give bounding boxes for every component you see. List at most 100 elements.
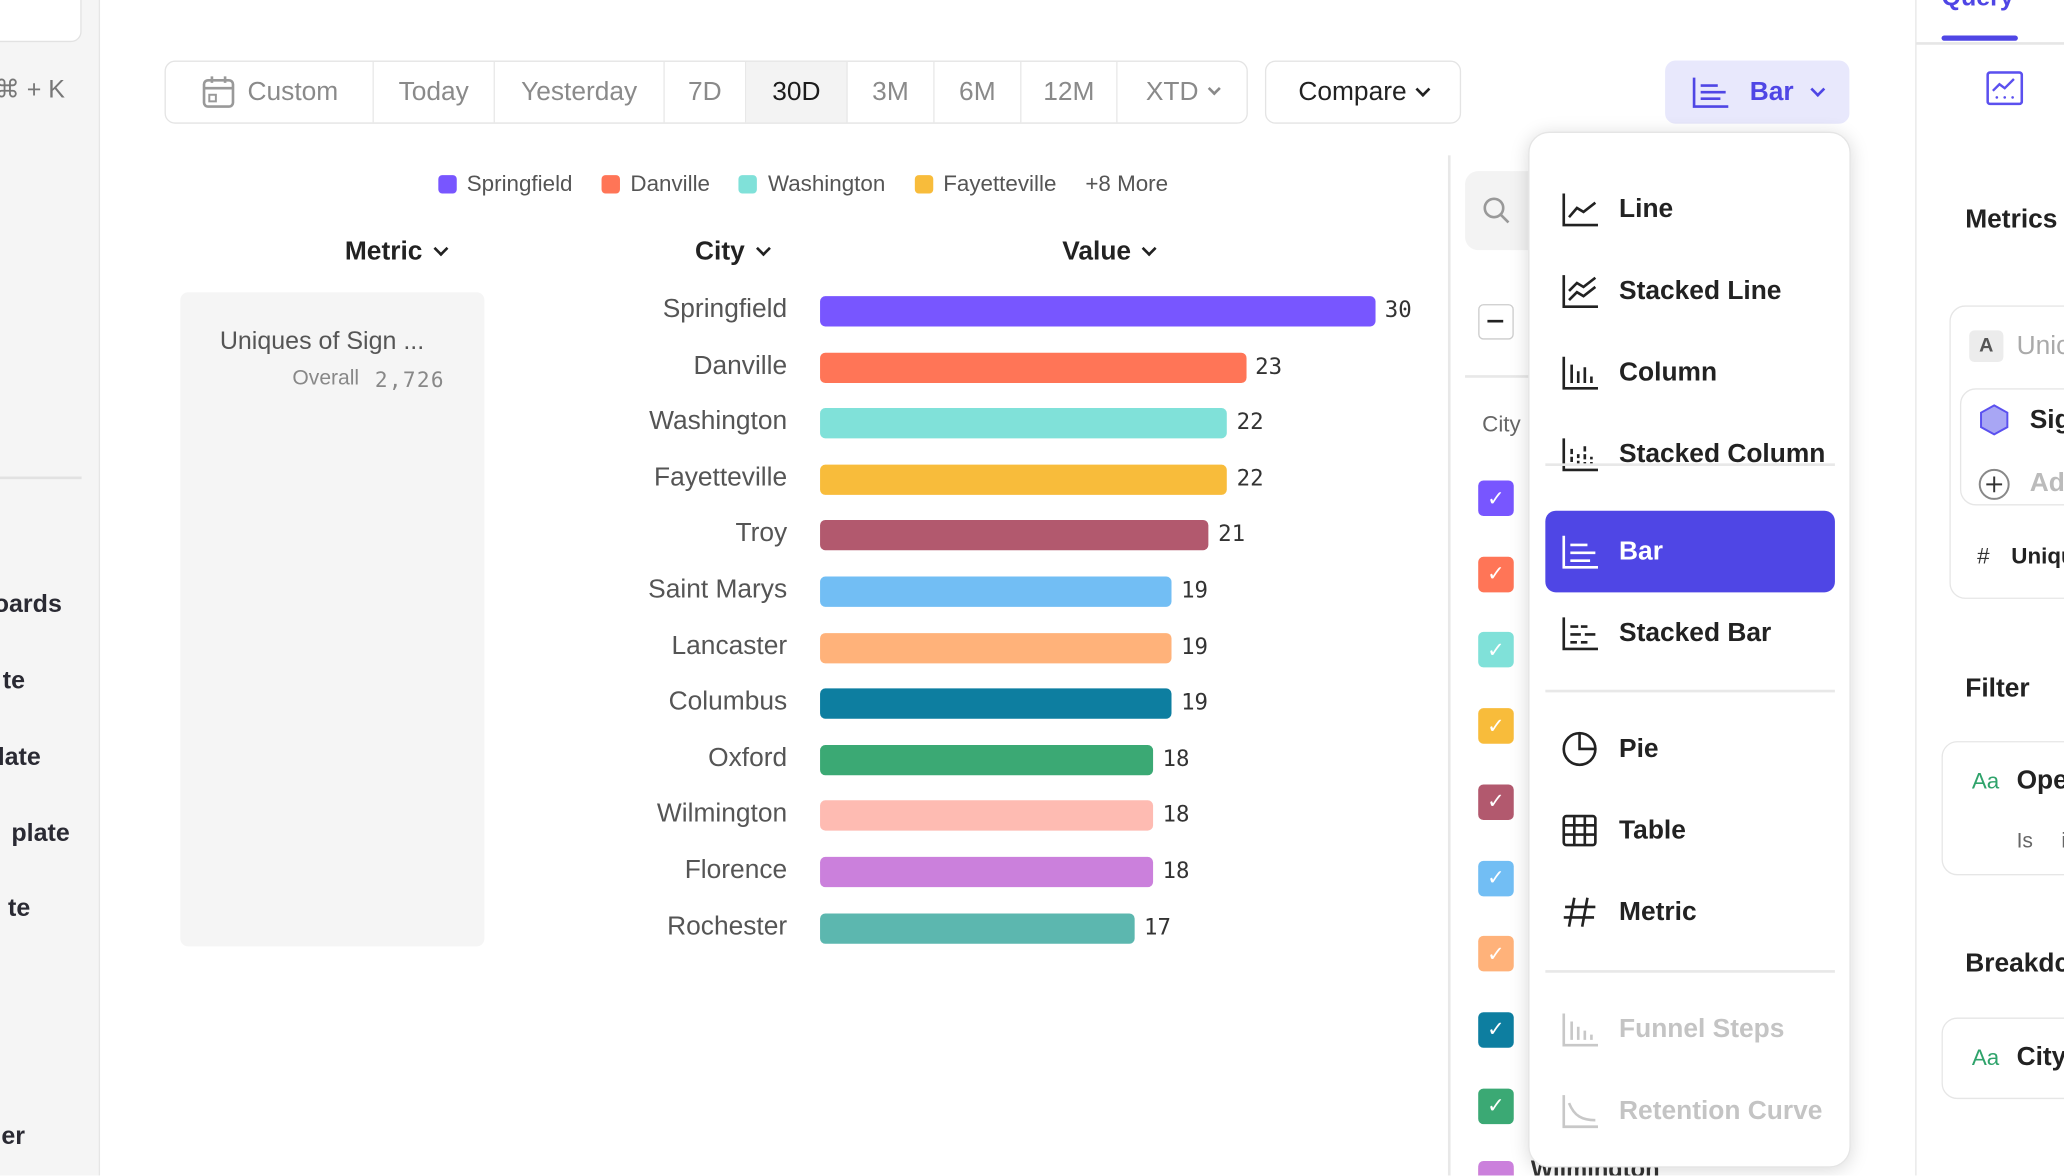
date-range-selector: Custom Today Yesterday 7D 30D 3M 6M 12M … bbox=[164, 60, 1248, 124]
sidebar-item[interactable]: plate bbox=[11, 820, 70, 848]
compare-button[interactable]: Compare bbox=[1264, 60, 1462, 124]
city-checkbox[interactable]: ✓ bbox=[1478, 1012, 1514, 1048]
sidebar-divider bbox=[0, 476, 82, 479]
sidebar-item[interactable]: te bbox=[2, 667, 26, 696]
range-custom[interactable]: Custom bbox=[166, 61, 374, 123]
menu-item-label: Pie bbox=[1619, 733, 1659, 763]
bar[interactable] bbox=[820, 800, 1154, 832]
plus-circle-icon[interactable] bbox=[1977, 467, 2011, 501]
city-checkbox[interactable]: ✓ bbox=[1478, 708, 1514, 744]
add-event-label[interactable]: Adc bbox=[2029, 468, 2064, 498]
header-label: Metric bbox=[344, 236, 423, 266]
menu-item-label: Table bbox=[1619, 815, 1686, 845]
range-7d[interactable]: 7D bbox=[665, 61, 747, 123]
metric-name: Unic bbox=[2016, 331, 2064, 361]
bar[interactable] bbox=[820, 744, 1154, 776]
bar[interactable] bbox=[820, 296, 1376, 327]
city-checkbox[interactable]: ✓ bbox=[1478, 632, 1514, 668]
check-icon: ✓ bbox=[1487, 487, 1505, 511]
sidebar-item[interactable]: late bbox=[0, 743, 41, 772]
header-label: Value bbox=[1062, 236, 1132, 266]
bar[interactable] bbox=[820, 464, 1228, 495]
range-today[interactable]: Today bbox=[374, 61, 495, 123]
city-checkbox[interactable]: ✓ bbox=[1478, 480, 1514, 516]
chart-type-button[interactable]: Bar bbox=[1665, 60, 1850, 124]
filter-card[interactable]: Aa Ope Is i bbox=[1941, 741, 2064, 876]
bar[interactable] bbox=[820, 688, 1172, 719]
city-checkbox[interactable]: ✓ bbox=[1478, 936, 1514, 972]
measure-label[interactable]: Uniqu bbox=[2011, 543, 2064, 569]
range-3m[interactable]: 3M bbox=[848, 61, 935, 123]
range-yesterday[interactable]: Yesterday bbox=[495, 61, 665, 123]
metric-card: Uniques of Sign ... Overall 2,726 bbox=[180, 292, 485, 947]
city-checkbox[interactable]: ✓ bbox=[1478, 784, 1514, 820]
bar[interactable] bbox=[820, 856, 1154, 888]
metric-column-header[interactable]: Metric bbox=[344, 236, 449, 267]
insights-chart-icon[interactable] bbox=[1986, 71, 2024, 106]
range-12m[interactable]: 12M bbox=[1021, 61, 1118, 123]
metric-overall: Overall 2,726 bbox=[292, 367, 445, 392]
city-checkbox[interactable] bbox=[1478, 1160, 1514, 1176]
legend-swatch bbox=[601, 175, 620, 194]
sidebar-item[interactable]: oards bbox=[0, 591, 62, 619]
string-type-icon: Aa bbox=[1971, 1045, 2000, 1071]
value-column-header[interactable]: Value bbox=[1062, 236, 1157, 267]
bar[interactable] bbox=[820, 912, 1135, 944]
select-all-checkbox[interactable] bbox=[1478, 304, 1514, 340]
bar[interactable] bbox=[820, 632, 1172, 663]
filter-property: Ope bbox=[2016, 766, 2064, 796]
search-box[interactable] bbox=[0, 0, 82, 43]
range-6m[interactable]: 6M bbox=[935, 61, 1022, 123]
menu-item-stacked-column[interactable]: Stacked Column bbox=[1545, 413, 1835, 495]
menu-item-line[interactable]: Line bbox=[1545, 168, 1835, 250]
bar-value-label: 19 bbox=[1181, 633, 1209, 661]
range-label: Custom bbox=[247, 77, 339, 106]
bar-label: Rochester bbox=[667, 911, 788, 941]
legend-item[interactable]: Danville bbox=[601, 171, 710, 197]
legend-more[interactable]: +8 More bbox=[1085, 171, 1169, 197]
chart-legend: Springfield Danville Washington Fayettev… bbox=[395, 171, 1211, 197]
menu-item-bar[interactable]: Bar bbox=[1545, 510, 1835, 593]
left-sidebar: ⌘ + K oards te late plate te er bbox=[0, 0, 101, 1176]
city-checkbox[interactable]: ✓ bbox=[1478, 860, 1514, 896]
legend-item[interactable]: Springfield bbox=[437, 171, 572, 197]
bar-label: Columbus bbox=[668, 687, 788, 717]
pie-chart-icon bbox=[1562, 731, 1597, 767]
header-label: City bbox=[695, 236, 745, 266]
legend-swatch bbox=[437, 175, 457, 194]
menu-item-table[interactable]: Table bbox=[1545, 790, 1835, 872]
check-icon: ✓ bbox=[1487, 1095, 1505, 1118]
panel-divider bbox=[1447, 155, 1450, 1176]
bar[interactable] bbox=[820, 576, 1172, 607]
city-checkbox[interactable]: ✓ bbox=[1478, 1088, 1514, 1124]
string-type-icon: Aa bbox=[1971, 768, 2000, 794]
chevron-down-icon bbox=[1414, 81, 1430, 97]
city-column-header[interactable]: City bbox=[695, 236, 771, 267]
menu-item-stacked-bar[interactable]: Stacked Bar bbox=[1545, 592, 1835, 674]
legend-item[interactable]: Washington bbox=[738, 171, 885, 197]
range-30d[interactable]: 30D bbox=[746, 61, 848, 123]
chevron-down-icon bbox=[1207, 82, 1221, 96]
bar[interactable] bbox=[820, 408, 1228, 439]
event-card[interactable]: Sig Adc bbox=[1959, 388, 2064, 506]
bar-value-label: 21 bbox=[1218, 521, 1246, 549]
city-checkbox[interactable]: ✓ bbox=[1478, 556, 1514, 592]
filter-operator: Is bbox=[2016, 830, 2033, 853]
legend-item[interactable]: Fayetteville bbox=[914, 171, 1056, 197]
tab-query[interactable]: Query bbox=[1942, 0, 2014, 13]
check-icon: ✓ bbox=[1487, 1019, 1505, 1042]
bar[interactable] bbox=[820, 520, 1209, 551]
metric-query-card[interactable]: A Unic Sig Adc # Uniqu bbox=[1949, 305, 2064, 599]
menu-item-pie[interactable]: Pie bbox=[1545, 708, 1835, 790]
sidebar-item[interactable]: er bbox=[1, 1122, 26, 1151]
bar[interactable] bbox=[820, 352, 1246, 383]
menu-item-column[interactable]: Column bbox=[1545, 332, 1835, 414]
menu-item-metric[interactable]: Metric bbox=[1545, 871, 1835, 953]
sidebar-item[interactable]: te bbox=[8, 895, 31, 923]
calendar-icon bbox=[202, 76, 235, 108]
range-xtd[interactable]: XTD bbox=[1118, 62, 1247, 123]
breakdown-card[interactable]: Aa City bbox=[1941, 1017, 2064, 1100]
menu-item-stacked-line[interactable]: Stacked Line bbox=[1545, 250, 1835, 332]
retention-icon bbox=[1562, 1095, 1598, 1129]
menu-divider bbox=[1545, 689, 1835, 692]
